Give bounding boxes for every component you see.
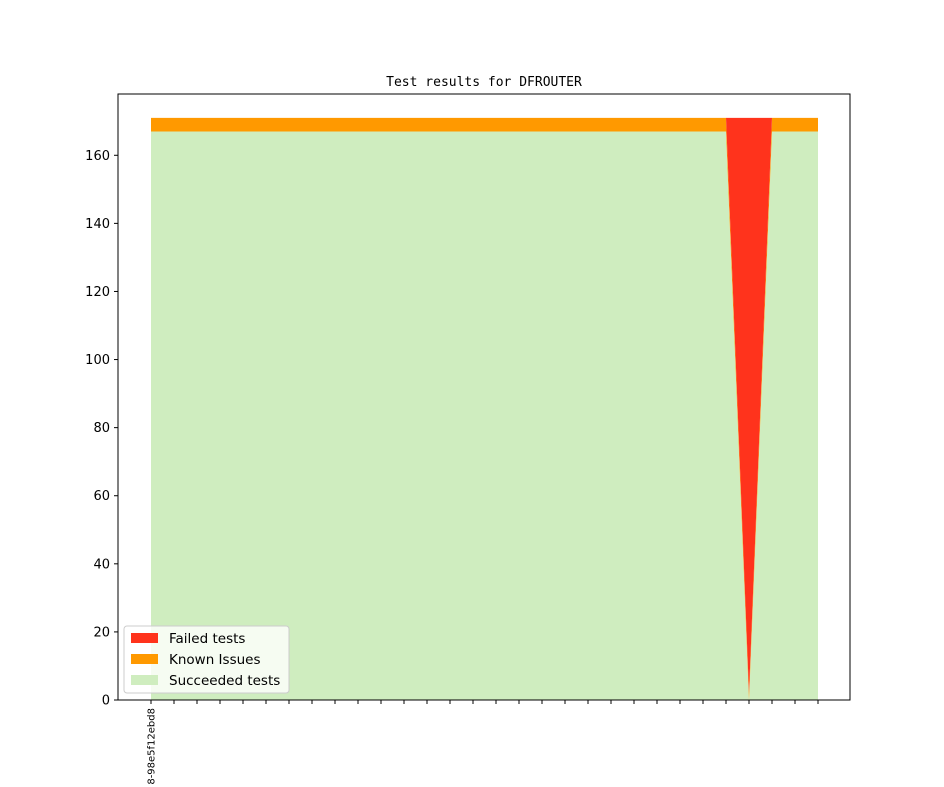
x-tick-label: 8-98e5f12ebd8: [147, 708, 158, 785]
plot-frame: [117, 93, 851, 701]
legend-label: Failed tests: [169, 631, 245, 647]
legend-swatch-failed: [131, 633, 158, 643]
area-succeeded: [151, 131, 818, 700]
chart-title: Test results for DFROUTER: [386, 75, 582, 90]
y-axis: 0 20 40 60 80 100 120 140 160: [85, 149, 118, 709]
legend-swatch-succeeded: [131, 675, 158, 685]
plot-areas: [151, 117, 818, 700]
y-tick-label: 20: [93, 625, 110, 640]
y-tick-label: 40: [93, 557, 110, 572]
y-tick-label: 100: [85, 353, 110, 368]
y-tick-label: 140: [85, 217, 110, 232]
area-failed: [151, 117, 818, 694]
y-tick-label: 60: [93, 489, 110, 504]
y-tick-label: 0: [102, 694, 110, 709]
y-tick-label: 160: [85, 149, 110, 164]
legend-swatch-known: [131, 654, 158, 664]
legend-box: [123, 625, 290, 694]
area-known: [151, 117, 818, 700]
legend-label: Known Issues: [169, 652, 261, 668]
legend-label: Succeeded tests: [169, 673, 280, 689]
legend: Failed tests Known Issues Succeeded tests: [123, 625, 290, 694]
y-tick-label: 120: [85, 285, 110, 300]
x-axis: 8-98e5f12ebd8: [147, 700, 819, 785]
y-tick-label: 80: [93, 421, 110, 436]
